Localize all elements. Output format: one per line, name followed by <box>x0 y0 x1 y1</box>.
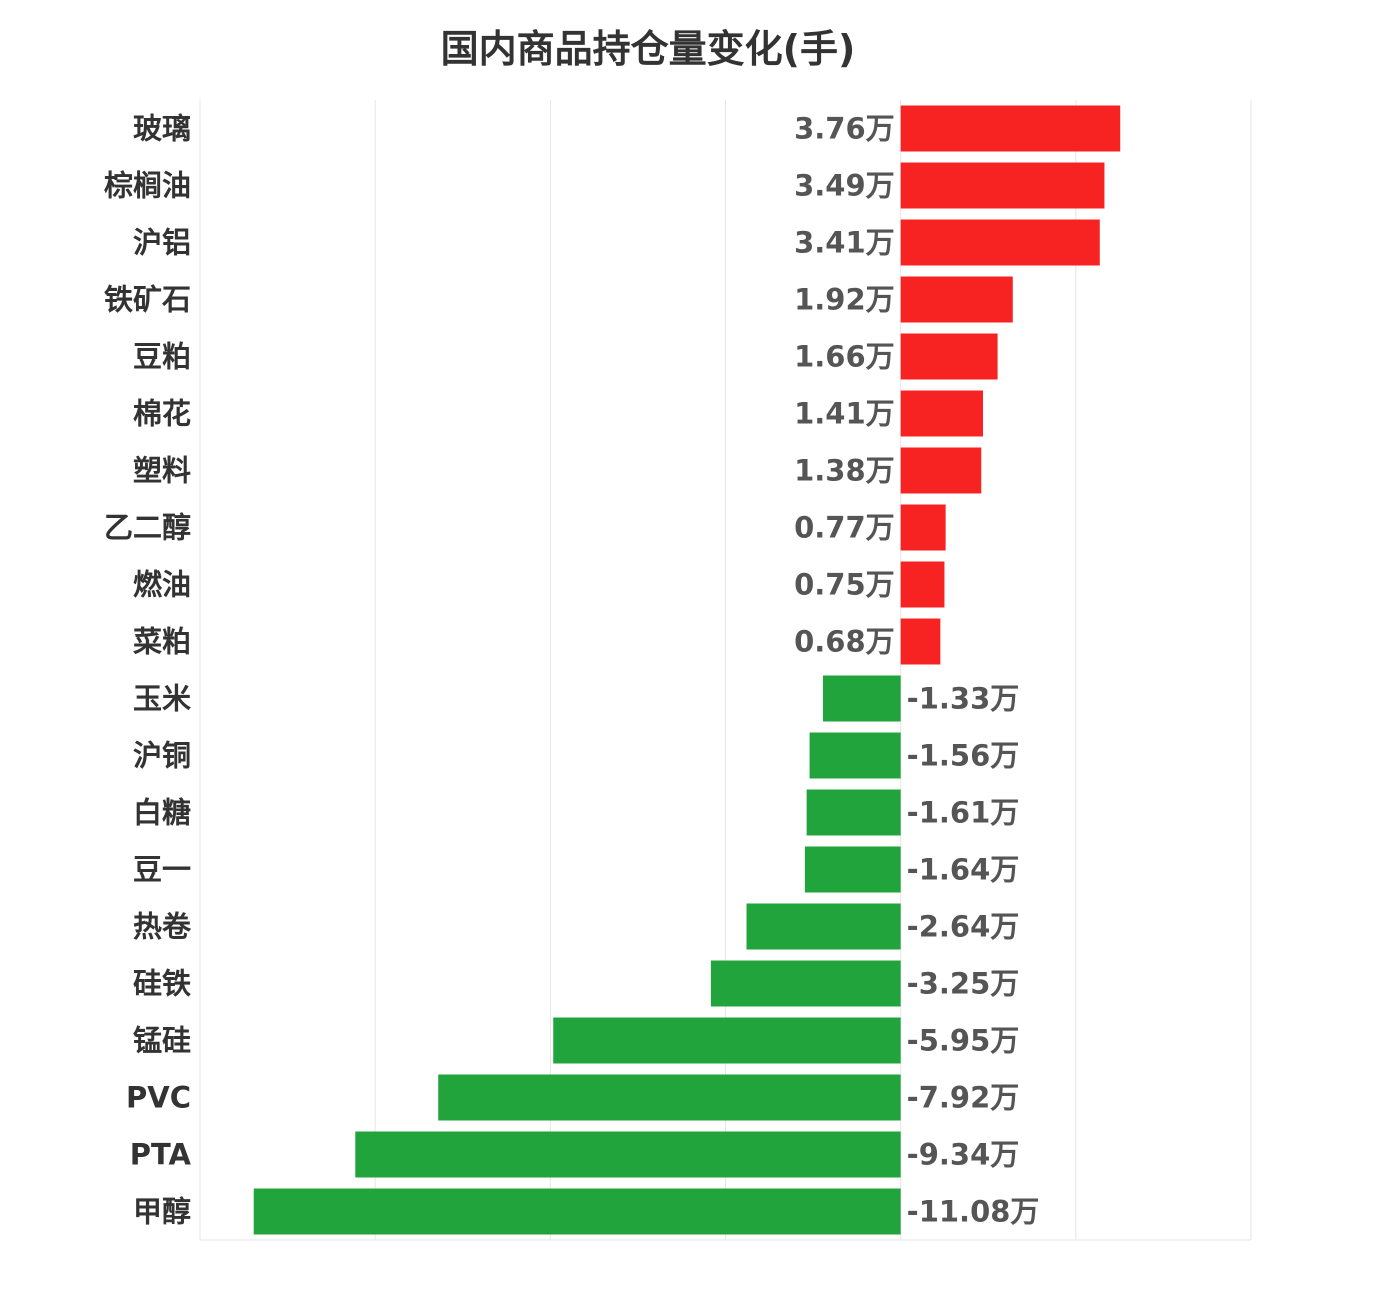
data-label: -1.64万 <box>907 853 1020 887</box>
bar <box>900 162 1105 209</box>
data-label: 1.92万 <box>794 283 895 317</box>
category-label: 沪铝 <box>133 226 191 260</box>
bar <box>806 789 901 836</box>
data-label: -7.92万 <box>907 1081 1020 1115</box>
data-label: 0.68万 <box>794 625 895 659</box>
data-label: -2.64万 <box>907 910 1020 944</box>
bar <box>553 1017 901 1064</box>
category-label: PVC <box>126 1081 191 1115</box>
bar <box>710 960 901 1007</box>
data-label: 3.41万 <box>794 226 895 260</box>
category-label: 锰硅 <box>133 1024 191 1058</box>
data-label: 0.77万 <box>794 511 895 545</box>
bar <box>900 561 945 608</box>
category-label: 玉米 <box>133 682 191 716</box>
data-label: -3.25万 <box>907 967 1020 1001</box>
data-label: -1.33万 <box>907 682 1020 716</box>
category-label: 燃油 <box>133 568 191 602</box>
category-label: 塑料 <box>133 454 191 488</box>
category-label: 白糖 <box>133 796 191 830</box>
bar <box>746 903 901 950</box>
bar <box>900 447 982 494</box>
chart-title: 国内商品持仓量变化(手) <box>440 27 856 71</box>
category-label: 热卷 <box>133 910 192 944</box>
category-label: 乙二醇 <box>104 511 191 545</box>
category-label: 豆一 <box>133 853 191 887</box>
bar <box>900 219 1100 266</box>
bar <box>809 732 901 779</box>
category-label: 菜粕 <box>133 625 191 659</box>
data-label: -5.95万 <box>907 1024 1020 1058</box>
category-label: 玻璃 <box>133 112 191 146</box>
bar <box>900 276 1013 323</box>
category-label: 铁矿石 <box>104 283 191 317</box>
data-label: 1.66万 <box>794 340 895 374</box>
bar <box>253 1188 901 1235</box>
category-label: PTA <box>130 1138 192 1172</box>
bar <box>900 105 1121 152</box>
bar <box>900 504 946 551</box>
category-label: 硅铁 <box>133 967 191 1001</box>
data-label: -9.34万 <box>907 1138 1020 1172</box>
category-label: 沪铜 <box>133 739 191 773</box>
category-label: 甲醇 <box>133 1195 191 1229</box>
bar <box>900 333 998 380</box>
data-label: 1.41万 <box>794 397 895 431</box>
data-label: 3.76万 <box>794 112 895 146</box>
data-label: 3.49万 <box>794 169 895 203</box>
category-label: 豆粕 <box>133 340 191 374</box>
data-label: 1.38万 <box>794 454 895 488</box>
bar <box>438 1074 901 1121</box>
bar <box>355 1131 901 1178</box>
data-label: -11.08万 <box>907 1195 1040 1229</box>
bar <box>804 846 901 893</box>
bar <box>900 390 983 437</box>
data-label: -1.56万 <box>907 739 1020 773</box>
category-label: 棉花 <box>133 397 191 431</box>
bar <box>900 618 941 665</box>
bar <box>823 675 901 722</box>
data-label: -1.61万 <box>907 796 1020 830</box>
data-label: 0.75万 <box>794 568 895 602</box>
category-label: 棕榈油 <box>104 169 191 203</box>
